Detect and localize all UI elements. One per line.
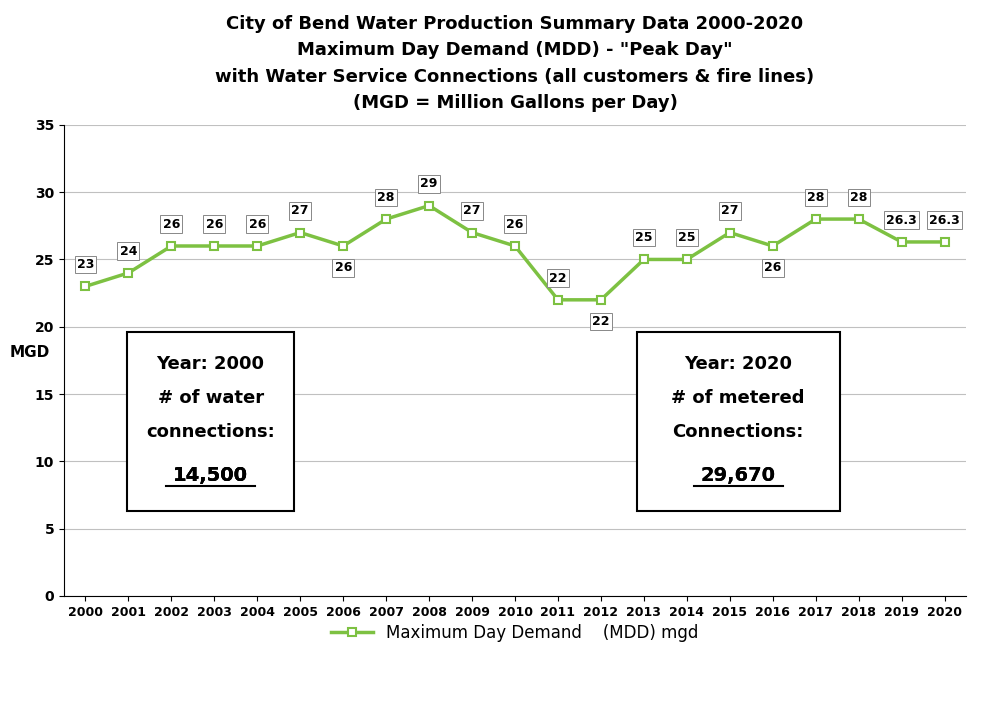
Text: Connections:: Connections: xyxy=(673,423,804,442)
Text: 14,500: 14,500 xyxy=(173,466,248,485)
Text: 26: 26 xyxy=(335,262,352,274)
Text: connections:: connections: xyxy=(146,423,275,442)
Text: 26: 26 xyxy=(248,218,266,230)
Text: 29,670: 29,670 xyxy=(700,466,776,485)
Text: 27: 27 xyxy=(463,204,481,217)
Text: 29,670: 29,670 xyxy=(700,466,776,485)
Text: 23: 23 xyxy=(77,258,94,271)
Text: 26.3: 26.3 xyxy=(886,213,917,227)
Text: 28: 28 xyxy=(378,191,394,203)
Text: # of metered: # of metered xyxy=(672,389,805,408)
FancyBboxPatch shape xyxy=(637,332,840,511)
Y-axis label: MGD: MGD xyxy=(10,345,50,360)
Text: Year: 2020: Year: 2020 xyxy=(685,355,793,374)
Text: 22: 22 xyxy=(593,315,609,328)
Text: 22: 22 xyxy=(549,272,567,284)
Text: 28: 28 xyxy=(807,191,824,203)
Text: 14,500: 14,500 xyxy=(173,466,248,485)
FancyBboxPatch shape xyxy=(128,332,294,511)
Text: 14,500: 14,500 xyxy=(173,466,248,485)
Text: 28: 28 xyxy=(850,191,867,203)
Text: # of water: # of water xyxy=(158,389,264,408)
Text: 27: 27 xyxy=(721,204,739,217)
Text: 25: 25 xyxy=(635,231,652,244)
Text: Year: 2000: Year: 2000 xyxy=(157,355,265,374)
Text: 26.3: 26.3 xyxy=(929,213,959,227)
Text: 26: 26 xyxy=(163,218,181,230)
Text: 26: 26 xyxy=(764,262,782,274)
Text: 25: 25 xyxy=(678,231,696,244)
Legend: Maximum Day Demand    (MDD) mgd: Maximum Day Demand (MDD) mgd xyxy=(325,618,705,649)
Text: 26: 26 xyxy=(206,218,223,230)
Text: 24: 24 xyxy=(120,245,137,257)
Text: 29: 29 xyxy=(421,177,438,190)
Text: 26: 26 xyxy=(506,218,524,230)
Text: 27: 27 xyxy=(291,204,309,217)
Title: City of Bend Water Production Summary Data 2000-2020
Maximum Day Demand (MDD) - : City of Bend Water Production Summary Da… xyxy=(216,15,814,112)
